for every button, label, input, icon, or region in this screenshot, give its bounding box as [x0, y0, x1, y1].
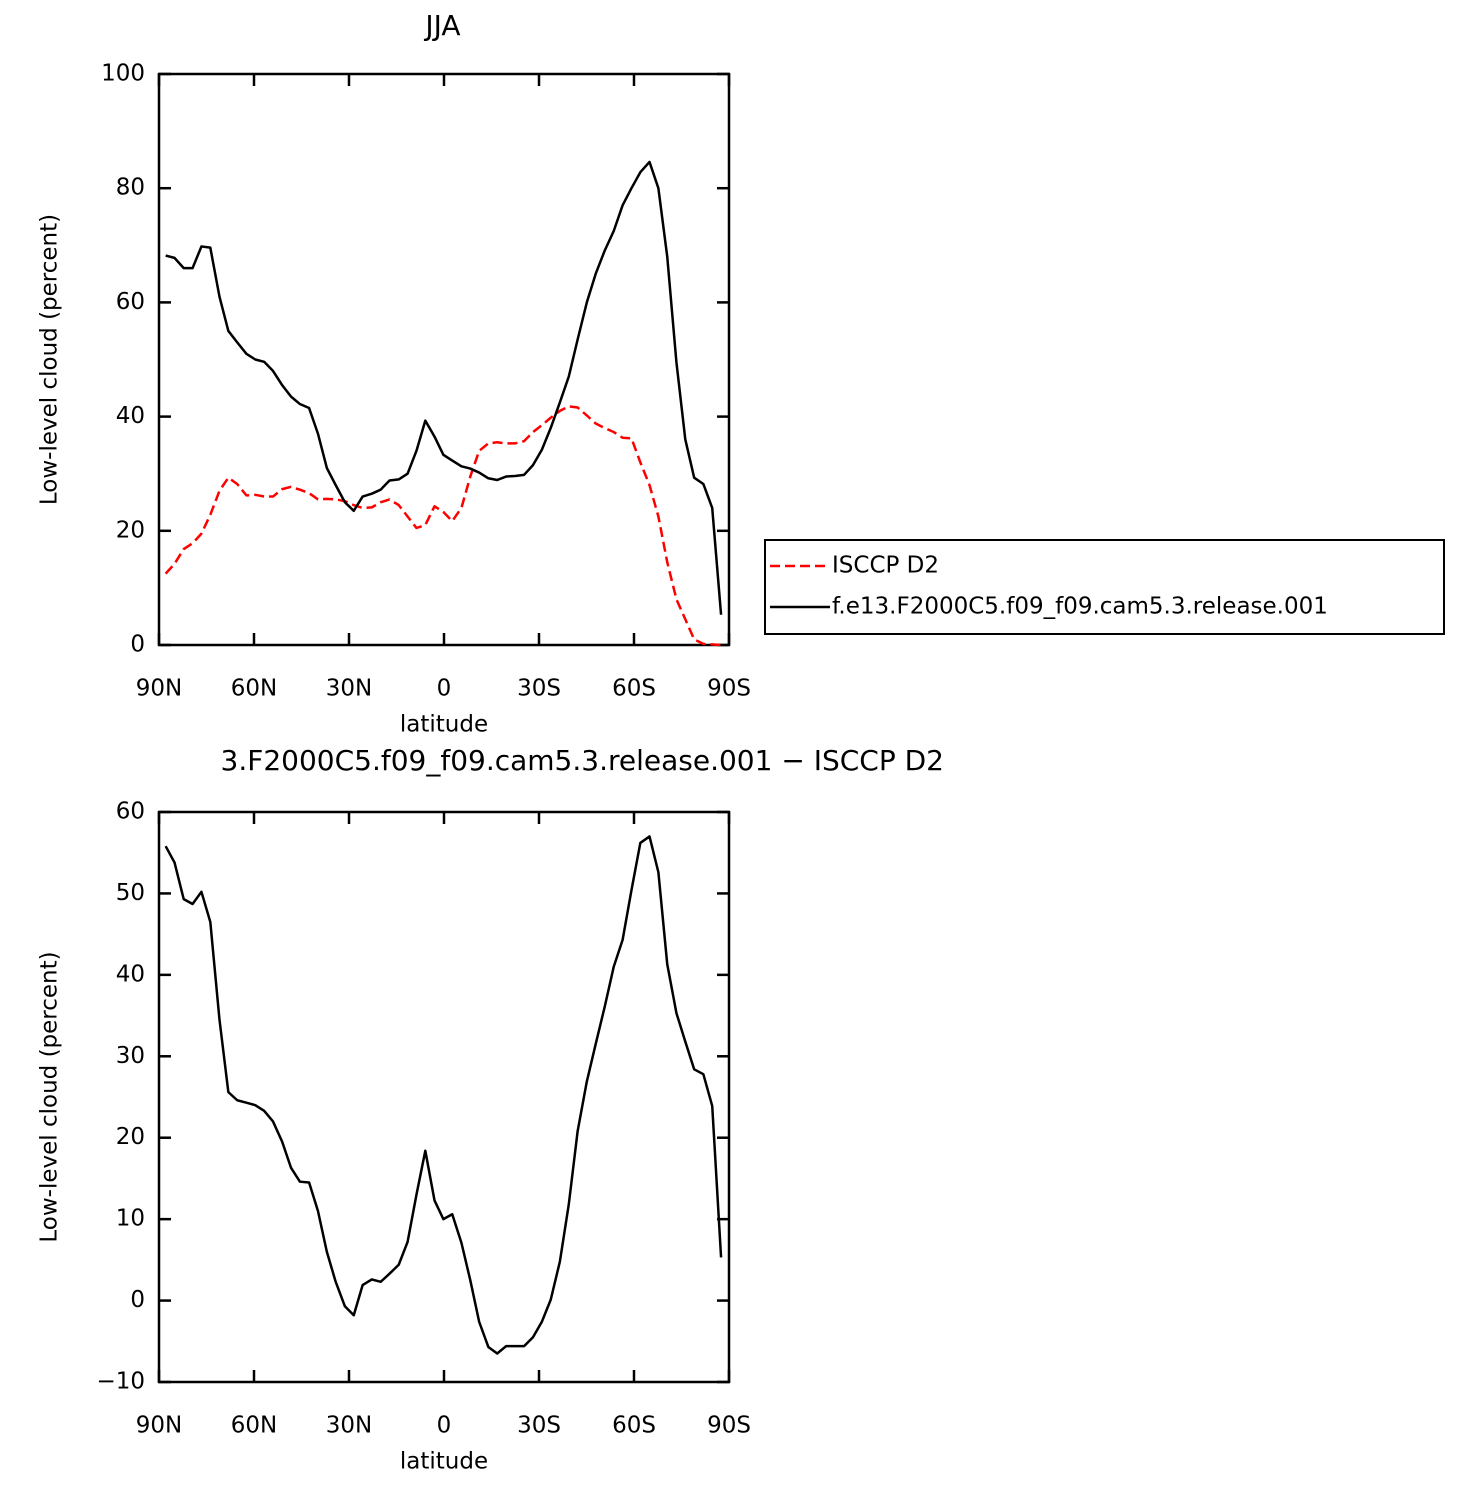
y-tick-label: 40 [116, 403, 145, 429]
x-axis-label: latitude [400, 712, 488, 738]
y-tick-label: −10 [96, 1369, 145, 1395]
y-tick-label: 10 [116, 1206, 145, 1232]
chart-title: JJA [423, 9, 460, 42]
chart: JJA 0 20 40 60 80 100 90N 60N 30N 0 30S 60S 90S latitu… [37, 9, 1445, 738]
y-tick-label: 60 [116, 799, 145, 825]
x-tick-label: 90S [707, 676, 751, 702]
x-tick-label: 60N [231, 676, 277, 702]
chart: 3.F2000C5.f09_f09.cam5.3.release.001 − I… [37, 744, 945, 1475]
legend-label: ISCCP D2 [832, 553, 939, 579]
x-tick-label: 0 [437, 1413, 452, 1439]
y-axis-label: Low-level cloud (percent) [37, 951, 63, 1242]
y-tick-label: 40 [116, 961, 145, 987]
y-tick-label: 80 [116, 175, 145, 201]
y-tick-label: 20 [116, 517, 145, 543]
x-tick-label: 30S [517, 1413, 561, 1439]
x-tick-label: 90N [136, 676, 182, 702]
plot-frame [157, 810, 731, 1384]
y-tick-label: 0 [130, 1287, 145, 1313]
x-tick-label: 30S [517, 676, 561, 702]
x-axis-label: latitude [400, 1449, 488, 1475]
y-tick-label: 60 [116, 289, 145, 315]
x-tick-label: 90N [136, 1413, 182, 1439]
legend: ISCCP D2 f.e13.F2000C5.f09_f09.cam5.3.rel… [764, 539, 1445, 635]
series-line [164, 835, 723, 1355]
x-tick-label: 60S [612, 1413, 656, 1439]
series-line [164, 405, 722, 647]
legend-label: f.e13.F2000C5.f09_f09.cam5.3.release.001 [832, 594, 1328, 620]
x-tick-label: 0 [437, 676, 452, 702]
y-tick-label: 50 [116, 880, 145, 906]
x-tick-label: 30N [326, 676, 372, 702]
y-tick-label: 100 [101, 61, 145, 87]
x-tick-label: 60S [612, 676, 656, 702]
y-tick-label: 0 [130, 632, 145, 658]
chart-title: 3.F2000C5.f09_f09.cam5.3.release.001 − I… [221, 744, 944, 777]
y-axis-label: Low-level cloud (percent) [37, 214, 63, 505]
y-tick-label: 20 [116, 1124, 145, 1150]
x-tick-label: 30N [326, 1413, 372, 1439]
plot-frame [157, 72, 731, 647]
legend-box [764, 539, 1445, 635]
x-tick-label: 60N [231, 1413, 277, 1439]
y-tick-label: 30 [116, 1043, 145, 1069]
x-tick-label: 90S [707, 1413, 751, 1439]
series-line [165, 160, 723, 615]
